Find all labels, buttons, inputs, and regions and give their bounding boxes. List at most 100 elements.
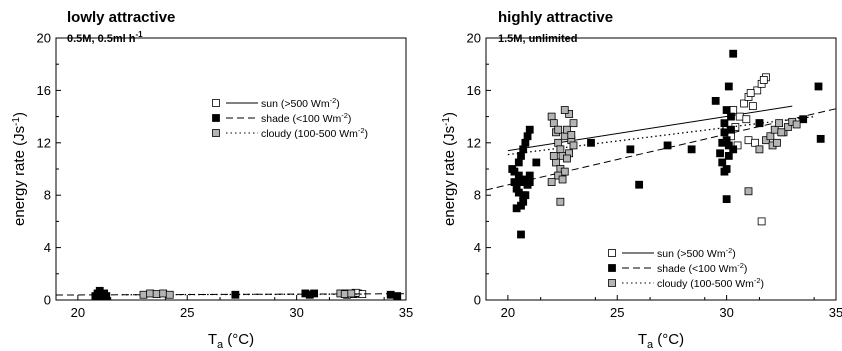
data-point-cloudy: [556, 145, 565, 154]
data-point-cloudy: [549, 151, 558, 160]
data-point-shade: [510, 167, 519, 176]
data-point-shade: [720, 119, 729, 128]
data-point-cloudy: [563, 154, 571, 163]
data-point-cloudy: [783, 123, 792, 131]
data-point-sun: [759, 76, 768, 84]
x-tick-label: 35: [399, 305, 413, 320]
data-point-shade: [510, 178, 519, 187]
legend: sun (>500 Wm-2)shade (<100 Wm-2)cloudy (…: [212, 96, 368, 140]
data-layer: [56, 286, 406, 300]
data-point-cloudy: [565, 110, 574, 118]
data-point-cloudy: [547, 178, 556, 187]
data-point-shade: [517, 230, 525, 239]
data-point-cloudy: [560, 106, 569, 114]
y-tick-label: 12: [37, 135, 51, 150]
data-point-shade: [724, 141, 733, 150]
y-tick-label: 16: [467, 83, 481, 98]
data-layer: [486, 49, 836, 239]
data-point-shade: [310, 289, 319, 298]
fit-line-shade: [486, 108, 836, 191]
legend-label: sun (>500 Wm-2): [657, 246, 736, 260]
data-point-cloudy: [766, 132, 775, 141]
data-point-shade: [521, 138, 530, 147]
data-point-cloudy: [159, 289, 168, 298]
legend-label: cloudy (100-500 Wm-2): [261, 126, 368, 140]
x-tick-label: 25: [610, 305, 624, 320]
legend-label: shade (<100 Wm-2): [261, 111, 351, 125]
data-point-cloudy: [547, 112, 556, 121]
data-point-shade: [727, 112, 735, 121]
y-tick-label: 8: [44, 188, 51, 203]
data-point-shade: [711, 96, 720, 105]
y-tick-label: 20: [467, 31, 481, 46]
data-point-shade: [525, 125, 534, 134]
data-point-shade: [514, 188, 523, 197]
chart-subtitle: 1.5M, unlimited: [498, 33, 577, 45]
data-point-shade: [755, 119, 764, 128]
data-point-cloudy: [558, 175, 567, 184]
data-point-cloudy: [569, 119, 578, 128]
data-point-shade: [722, 165, 731, 173]
legend-label: cloudy (100-500 Wm-2): [657, 276, 764, 290]
data-point-cloudy: [569, 141, 578, 150]
data-point-shade: [722, 195, 731, 204]
legend-marker: [212, 99, 220, 107]
legend: sun (>500 Wm-2)shade (<100 Wm-2)cloudy (…: [608, 246, 764, 290]
data-point-shade: [519, 145, 528, 154]
legend-marker: [212, 129, 220, 137]
y-tick-label: 4: [44, 240, 51, 255]
data-point-shade: [720, 128, 729, 137]
data-point-sun: [735, 112, 744, 121]
fit-line-cloudy: [507, 115, 815, 156]
data-point-shade: [729, 145, 738, 154]
data-point-cloudy: [554, 125, 563, 134]
data-point-cloudy: [340, 290, 349, 299]
data-point-cloudy: [165, 290, 174, 299]
data-point-sun: [757, 217, 766, 226]
data-point-cloudy: [563, 125, 571, 134]
data-point-shade: [724, 151, 733, 160]
data-point-sun: [751, 138, 759, 147]
data-point-sun: [746, 89, 755, 97]
y-tick-label: 16: [37, 83, 51, 98]
y-axis-label: energy rate (Js-1): [11, 112, 28, 226]
data-point-sun: [729, 106, 738, 114]
data-point-shade: [727, 125, 735, 134]
y-tick-label: 4: [474, 240, 481, 255]
data-point-cloudy: [775, 119, 784, 128]
chart-panel-1: lowly attractive 0.5M, 0.5ml h-1 20 25 30 35 0…: [11, 9, 413, 351]
data-point-shade: [517, 201, 525, 210]
chart-title: highly attractive: [498, 9, 613, 26]
data-point-shade: [799, 115, 808, 124]
data-point-cloudy: [744, 187, 753, 196]
data-point-shade: [514, 158, 523, 167]
y-tick-label: 0: [44, 293, 51, 308]
chart-panel-2: highly attractive 1.5M, unlimited 20 25 30 35…: [441, 9, 842, 351]
data-point-shade: [521, 191, 530, 200]
data-point-cloudy: [552, 158, 560, 167]
data-point-shade: [523, 132, 532, 141]
y-tick-label: 12: [467, 135, 481, 150]
data-point-shade: [386, 290, 395, 299]
data-point-shade: [393, 292, 402, 300]
x-tick-label: 30: [289, 305, 303, 320]
x-tick-label: 35: [829, 305, 842, 320]
data-point-sun: [742, 115, 751, 124]
data-point-sun: [733, 141, 742, 150]
data-point-cloudy: [556, 197, 565, 206]
data-point-shade: [687, 145, 696, 154]
data-point-shade: [587, 138, 595, 147]
data-point-cloudy: [554, 138, 563, 147]
data-point-shade: [663, 141, 672, 150]
data-point-cloudy: [777, 128, 786, 137]
data-point-sun: [753, 86, 762, 95]
data-point-shade: [517, 151, 525, 160]
data-point-cloudy: [146, 289, 154, 298]
data-point-shade: [718, 158, 727, 167]
data-point-sun: [744, 136, 753, 145]
x-tick-label: 30: [719, 305, 733, 320]
data-point-shade: [729, 49, 738, 58]
data-point-cloudy: [770, 125, 779, 134]
data-point-sun: [748, 102, 757, 111]
plot-frame: [485, 37, 837, 301]
